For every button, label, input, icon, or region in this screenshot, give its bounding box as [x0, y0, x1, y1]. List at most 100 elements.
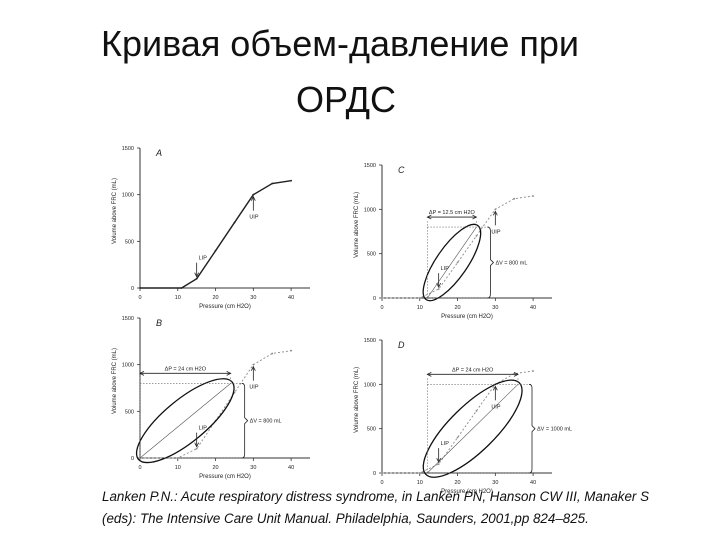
x-axis-label: Pressure (cm H2O) [441, 489, 493, 495]
y-tick-label: 500 [367, 427, 376, 433]
y-tick-label: 0 [373, 296, 376, 302]
x-tick-label: 20 [212, 465, 218, 471]
pv-curve-point [195, 277, 198, 280]
uip-label: UIP [491, 229, 501, 235]
pv-curve [140, 180, 292, 289]
y-tick-label: 0 [373, 471, 376, 477]
x-axis-label: Pressure (cm H2O) [441, 314, 493, 320]
y-tick-label: 1000 [122, 193, 134, 199]
x-tick-label: 20 [212, 295, 218, 301]
uip-label: UIP [491, 404, 501, 410]
x-tick-label: 30 [250, 295, 256, 301]
x-axis-label: Pressure (cm H2O) [199, 474, 251, 480]
y-tick-label: 1500 [364, 338, 376, 344]
pv-curve-point [195, 447, 198, 450]
x-tick-label: 10 [417, 305, 423, 311]
panel-letter: C [398, 165, 405, 175]
lip-label: LIP [199, 426, 208, 432]
pv-curve-point [532, 370, 535, 372]
x-tick-label: 0 [138, 295, 141, 301]
lip-arrowhead [194, 272, 200, 278]
y-axis-label: Volume above FRC (mL) [112, 178, 118, 244]
y-tick-label: 0 [131, 456, 134, 462]
pv-curve-point [176, 457, 179, 459]
citation-line2: (eds): The Intensive Care Unit Manual. P… [102, 511, 589, 526]
pv-curve-point [456, 261, 459, 264]
delta-v-brace [487, 226, 495, 299]
y-tick-label: 1500 [122, 146, 134, 152]
x-tick-label: 40 [288, 465, 294, 471]
panel-letter: B [156, 318, 162, 328]
y-tick-label: 500 [367, 252, 376, 258]
lip-arrowhead [194, 442, 200, 448]
pv-curve-point [139, 287, 141, 289]
pv-curve-point [252, 193, 255, 196]
y-tick-label: 0 [131, 286, 134, 292]
x-tick-label: 30 [492, 305, 498, 311]
y-axis-label: Volume above FRC (mL) [112, 348, 118, 414]
pv-curve-point [381, 472, 383, 474]
hysteresis-loop [422, 379, 523, 478]
pv-curve-point [437, 463, 440, 466]
pv-curve-point [418, 472, 421, 474]
pv-curve [140, 350, 292, 459]
y-tick-label: 1500 [364, 163, 376, 169]
pv-curve-point [456, 436, 459, 439]
uip-arrowhead [250, 365, 256, 371]
delta-v-label: ΔV = 1000 mL [537, 427, 572, 433]
x-tick-label: 0 [138, 465, 141, 471]
delta-p-arrowhead [226, 370, 232, 376]
delta-p-arrowhead [472, 214, 478, 220]
y-tick-label: 500 [125, 239, 134, 245]
loop-chord [427, 384, 519, 474]
y-axis-label: Volume above FRC (mL) [354, 192, 360, 258]
x-tick-label: 0 [380, 305, 383, 311]
y-tick-label: 1000 [122, 363, 134, 369]
pv-curve-point [271, 182, 274, 185]
pv-curve-point [437, 288, 440, 291]
lip-arrowhead [436, 457, 442, 464]
x-tick-label: 20 [454, 305, 460, 311]
x-tick-label: 20 [454, 480, 460, 486]
delta-v-brace [528, 383, 536, 474]
lip-label: LIP [441, 266, 450, 272]
panel-c: C 0 10 20 30 40 0 500 1000 1500 Pressure (cm H2O) V… [354, 163, 552, 320]
pv-curve-point [214, 249, 217, 252]
x-tick-label: 40 [288, 295, 294, 301]
delta-v-brace [241, 382, 249, 459]
delta-p-arrowhead [139, 370, 145, 376]
delta-p-label: ΔP = 12.5 cm H2O [429, 210, 476, 216]
x-tick-label: 40 [530, 305, 536, 311]
x-tick-label: 30 [492, 480, 498, 486]
pv-curve-point [475, 235, 478, 237]
uip-arrowhead [492, 210, 498, 216]
citation-line1: Lanken P.N.: Acute respiratory distress … [102, 489, 650, 504]
pv-curve-point [494, 208, 497, 211]
y-tick-label: 1000 [364, 382, 376, 388]
uip-label: UIP [249, 215, 258, 221]
uip-arrowhead [492, 385, 498, 391]
lip-arrowhead [436, 282, 442, 289]
x-tick-label: 30 [250, 465, 256, 471]
uip-label: UIP [249, 385, 258, 391]
pv-curve-point [418, 297, 421, 299]
uip-arrowhead [250, 195, 256, 201]
x-tick-label: 10 [417, 480, 423, 486]
loop-chord [427, 226, 477, 299]
delta-v-label: ΔV = 800 mL [250, 419, 282, 425]
panel-b: B 0 10 20 30 40 0 500 1000 1500 Pressure (cm H2O) V… [112, 316, 310, 480]
pv-curve-point [290, 349, 293, 352]
pv-curve-point [233, 221, 236, 224]
pv-curve-point [252, 363, 255, 366]
pv-curve-point [513, 197, 516, 200]
y-axis-label: Volume above FRC (mL) [354, 367, 360, 433]
slide-title-line2: ОРДС [296, 79, 396, 120]
delta-p-arrowhead [513, 371, 519, 377]
x-tick-label: 40 [530, 480, 536, 486]
lip-label: LIP [441, 441, 450, 447]
citation: Lanken P.N.: Acute respiratory distress … [102, 486, 702, 530]
hysteresis-loop [135, 378, 235, 464]
hysteresis-loop [422, 223, 482, 302]
slide-title-line1: Кривая объем-давление при [100, 23, 580, 64]
